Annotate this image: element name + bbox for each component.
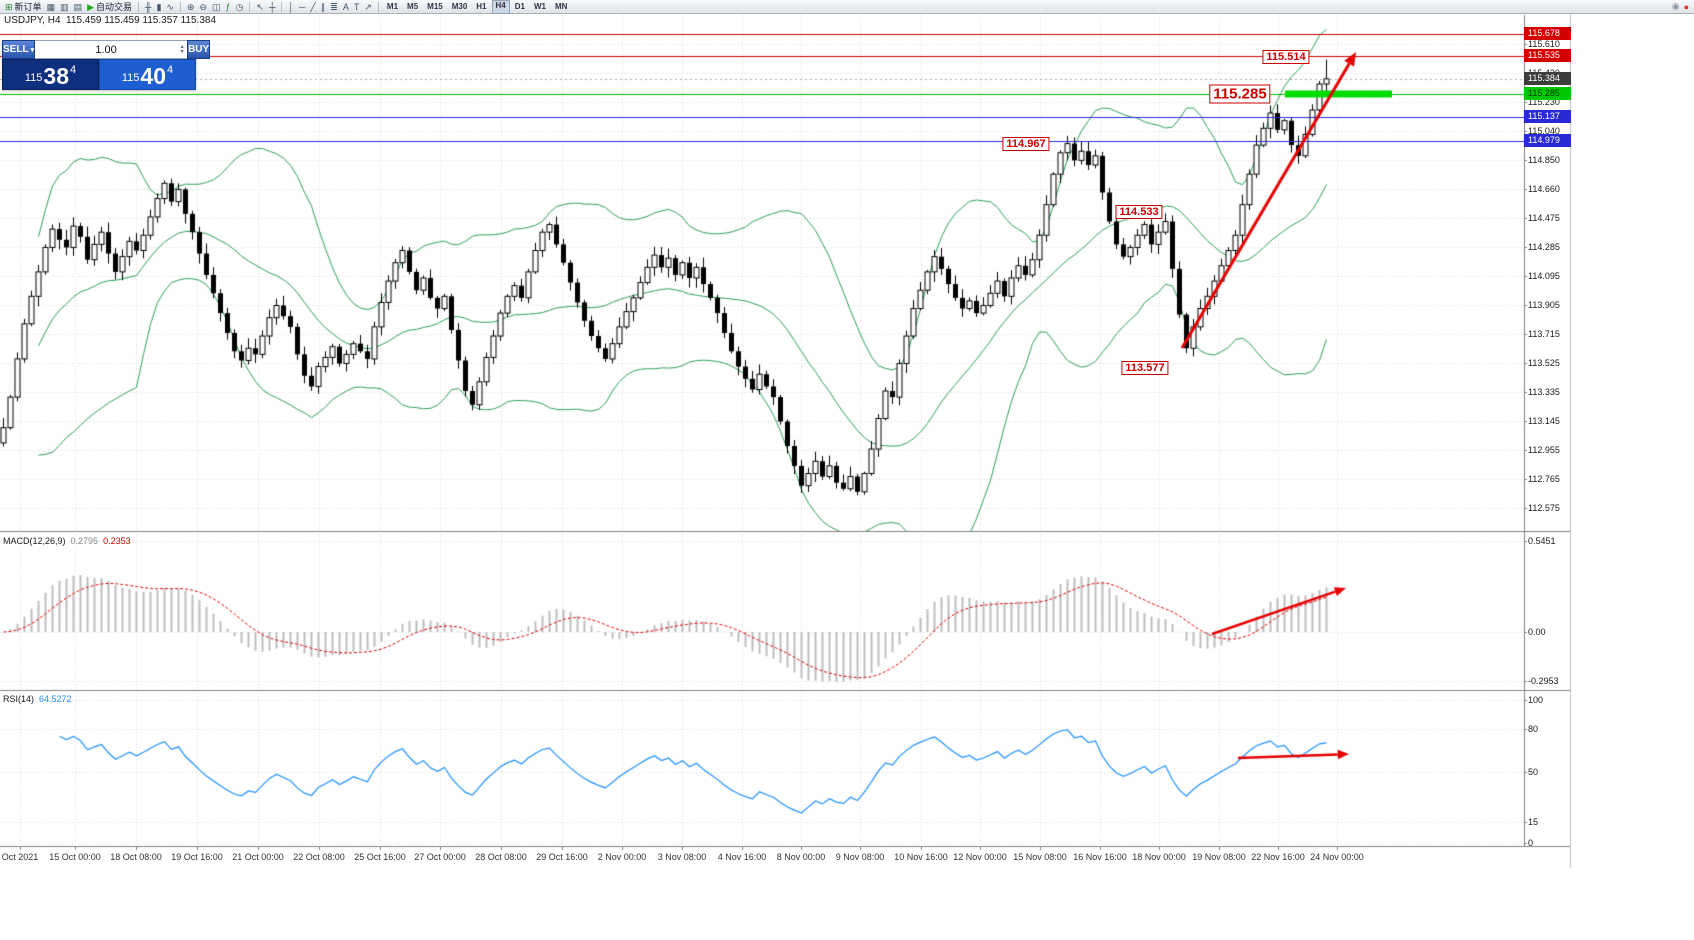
alerts-icon[interactable]: ◉ [1671, 1, 1680, 11]
toolbar-separator [281, 1, 283, 12]
new-order-button[interactable]: ⊞ 新订单 [3, 1, 44, 13]
terminal-button[interactable]: ▤ [72, 1, 85, 13]
bar-chart-button[interactable]: ╫ [143, 1, 153, 13]
timeframe-m30-button[interactable]: M30 [451, 1, 468, 11]
rsi-value: 64.5272 [39, 694, 72, 704]
new-order-icon: ⊞ [5, 1, 13, 12]
crosshair-button[interactable]: ┼ [267, 1, 277, 13]
volume-box: ▴ ▾ [35, 40, 188, 59]
sell-price-button[interactable]: 115 38 4 [2, 59, 99, 90]
channel-button[interactable]: ∥ [319, 1, 328, 13]
profiles-icon: ▥ [60, 1, 69, 12]
vertical-line-icon: │ [288, 1, 294, 12]
volume-input[interactable] [35, 41, 178, 58]
timeframe-h4-button[interactable]: H4 [491, 0, 510, 14]
toolbar-separator [377, 1, 379, 12]
vertical-line-button[interactable]: │ [286, 1, 296, 13]
buy-price-frac: 4 [167, 64, 174, 76]
macd-name: MACD(12,26,9) [3, 536, 66, 546]
buy-label: BUY [188, 44, 210, 55]
sell-label: SELL [3, 44, 29, 55]
zoom-out-button[interactable]: ⊖ [197, 1, 209, 13]
zoom-out-icon: ⊖ [199, 1, 208, 12]
record-icon[interactable]: ● [1683, 1, 1689, 12]
timeframe-w1-button[interactable]: W1 [533, 1, 546, 11]
chart-title: USDJPY, H4 115.459 115.459 115.357 115.3… [4, 15, 217, 26]
chart-window-icon: ▦ [46, 1, 56, 12]
auto-trading-icon: ▶ [87, 1, 95, 12]
sell-price-pips: 38 [43, 63, 69, 89]
timeframe-m1-button[interactable]: M1 [386, 1, 399, 11]
arrows-button[interactable]: ↗ [362, 1, 374, 13]
label-icon: T [353, 1, 360, 12]
toolbar-separator [138, 1, 140, 12]
timeframe-h1-button[interactable]: H1 [476, 1, 487, 11]
chevron-down-icon: ▾ [30, 46, 35, 54]
profiles-button[interactable]: ▥ [58, 1, 71, 13]
toolbar-separator [249, 1, 251, 12]
indicators-button[interactable]: ƒ [224, 1, 233, 13]
new-order-button-label: 新订单 [14, 2, 42, 12]
sell-button[interactable]: SELL ▾ [2, 40, 36, 59]
candlestick-chart-icon: ▮ [156, 1, 162, 12]
rsi-name: RSI(14) [3, 694, 35, 704]
channel-icon: ∥ [320, 1, 326, 12]
volume-up-button[interactable]: ▴ [180, 43, 184, 50]
horizontal-line-button[interactable]: ─ [297, 1, 307, 13]
buy-price-button[interactable]: 115 40 4 [99, 59, 196, 90]
tile-windows-button[interactable]: ◫ [210, 1, 223, 13]
chart-window-button[interactable]: ▦ [45, 1, 58, 13]
tile-windows-icon: ◫ [212, 1, 221, 12]
line-chart-icon: ∿ [166, 1, 174, 12]
auto-trading-button[interactable]: ▶ 自动交易 [85, 1, 134, 13]
fibonacci-icon: ≣ [330, 1, 338, 12]
volume-down-button[interactable]: ▾ [180, 48, 184, 55]
bar-chart-icon: ╫ [145, 1, 152, 12]
arrows-icon: ↗ [364, 1, 372, 12]
macd-signal-value: 0.2353 [103, 536, 131, 546]
fibonacci-button[interactable]: ≣ [328, 1, 340, 13]
zoom-in-icon: ⊕ [186, 1, 195, 12]
crosshair-icon: ┼ [268, 1, 276, 12]
sell-price-prefix: 115 [24, 72, 43, 84]
auto-trading-button-label: 自动交易 [96, 2, 133, 12]
line-chart-button[interactable]: ∿ [164, 1, 176, 13]
zoom-in-button[interactable]: ⊕ [185, 1, 197, 13]
macd-main-value: 0.2795 [70, 536, 99, 546]
horizontal-line-icon: ─ [298, 1, 306, 12]
terminal-icon: ▤ [73, 1, 83, 12]
cursor-button[interactable]: ↖ [254, 1, 266, 13]
indicators-icon: ƒ [225, 1, 231, 12]
cursor-icon: ↖ [256, 1, 264, 12]
sell-price-frac: 4 [70, 64, 77, 76]
timeframe-m15-button[interactable]: M15 [427, 1, 443, 11]
toolbar: ⊞ 新订单 ▦ ▥ ▤ ▶ 自动交易 ╫ ▮ ∿ ⊕ ⊖ ◫ ƒ ◷ ↖ ┼ │ ─ ╱ ∥ ≣ A T ↗ M1 M5 M15 M30… [0, 0, 1694, 14]
periods-icon: ◷ [235, 1, 244, 12]
volume-spinner: ▴ ▾ [177, 41, 187, 58]
periods-button[interactable]: ◷ [234, 1, 246, 13]
candlestick-chart-button[interactable]: ▮ [154, 1, 163, 13]
toolbar-separator [179, 1, 181, 12]
text-button[interactable]: A [341, 1, 351, 13]
timeframe-d1-button[interactable]: D1 [514, 1, 525, 11]
trendline-button[interactable]: ╱ [308, 1, 317, 13]
rsi-indicator-label: RSI(14) 64.5272 [3, 694, 72, 704]
text-icon: A [342, 1, 349, 12]
label-button[interactable]: T [352, 1, 362, 13]
timeframe-m5-button[interactable]: M5 [407, 1, 419, 11]
buy-button[interactable]: BUY [187, 40, 211, 59]
trendline-icon: ╱ [310, 1, 316, 12]
macd-indicator-label: MACD(12,26,9) 0.2795 0.2353 [3, 536, 131, 546]
buy-price-pips: 40 [140, 63, 166, 89]
buy-price-prefix: 115 [121, 72, 140, 84]
timeframe-mn-button[interactable]: MN [554, 1, 568, 11]
